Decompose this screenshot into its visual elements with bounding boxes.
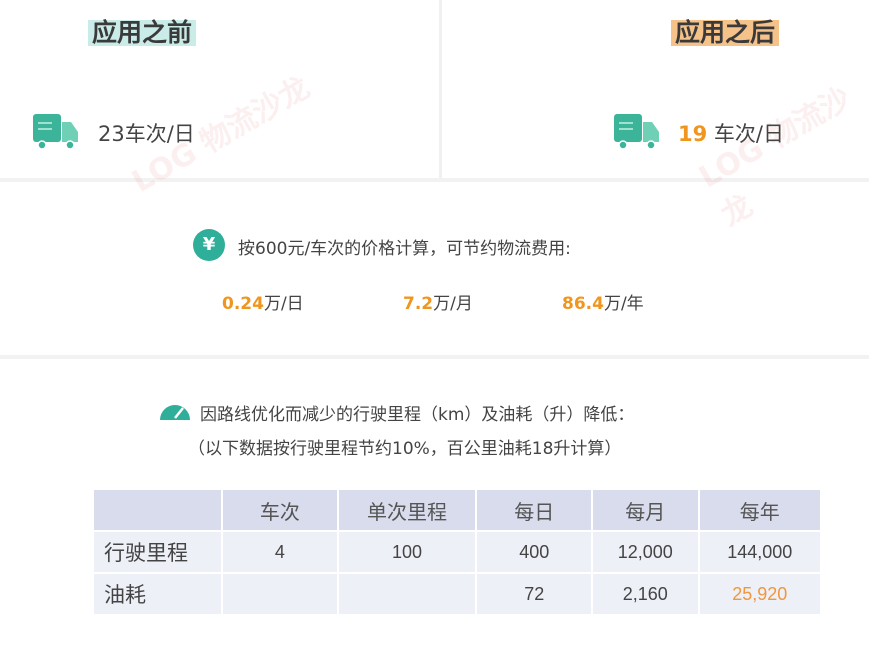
section-divider bbox=[0, 355, 869, 359]
table-cell: 144,000 bbox=[699, 532, 820, 572]
after-label: 应用之后 bbox=[671, 20, 780, 46]
speedometer-icon bbox=[160, 405, 190, 420]
table-cell bbox=[338, 574, 476, 614]
row-label: 行驶里程 bbox=[94, 532, 222, 572]
saving-yearly: 86.4万/年 bbox=[562, 294, 644, 314]
section-divider bbox=[0, 178, 869, 182]
header-cell: 每日 bbox=[477, 490, 591, 530]
header-cell: 每月 bbox=[593, 490, 698, 530]
table-cell-highlight: 25,920 bbox=[699, 574, 820, 614]
after-unit: 车次/日 bbox=[707, 122, 784, 146]
before-value: 23车次/日 bbox=[98, 122, 195, 146]
before-label: 应用之前 bbox=[88, 20, 197, 46]
table-cell: 4 bbox=[223, 532, 337, 572]
saving-daily: 0.24万/日 bbox=[222, 294, 304, 314]
savings-table: 车次 单次里程 每日 每月 每年 行驶里程 4 100 400 12,000 1… bbox=[92, 488, 822, 616]
saving-monthly: 7.2万/月 bbox=[403, 294, 473, 314]
table-cell: 2,160 bbox=[593, 574, 698, 614]
after-value: 19 车次/日 bbox=[678, 118, 784, 148]
table-header-row: 车次 单次里程 每日 每月 每年 bbox=[94, 490, 820, 530]
table-row: 行驶里程 4 100 400 12,000 144,000 bbox=[94, 532, 820, 572]
table-cell: 100 bbox=[338, 532, 476, 572]
watermark: LOG 物流沙龙 bbox=[693, 80, 857, 234]
table-row: 油耗 72 2,160 25,920 bbox=[94, 574, 820, 614]
table-cell: 400 bbox=[477, 532, 591, 572]
savings-text: 按600元/车次的价格计算，可节约物流费用: bbox=[238, 239, 571, 259]
yuan-icon: ¥ bbox=[193, 229, 225, 261]
reduction-note: （以下数据按行驶里程节约10%，百公里油耗18升计算） bbox=[188, 439, 622, 459]
header-cell: 车次 bbox=[223, 490, 337, 530]
row-label: 油耗 bbox=[94, 574, 222, 614]
header-cell bbox=[94, 490, 222, 530]
truck-icon bbox=[614, 114, 659, 150]
table-cell bbox=[223, 574, 337, 614]
header-cell: 单次里程 bbox=[338, 490, 476, 530]
after-number: 19 bbox=[678, 122, 708, 146]
top-divider bbox=[439, 0, 442, 178]
truck-icon bbox=[33, 114, 78, 150]
header-cell: 每年 bbox=[699, 490, 820, 530]
table-cell: 72 bbox=[477, 574, 591, 614]
table-cell: 12,000 bbox=[593, 532, 698, 572]
reduction-title: 因路线优化而减少的行驶里程（km）及油耗（升）降低： bbox=[200, 405, 635, 425]
